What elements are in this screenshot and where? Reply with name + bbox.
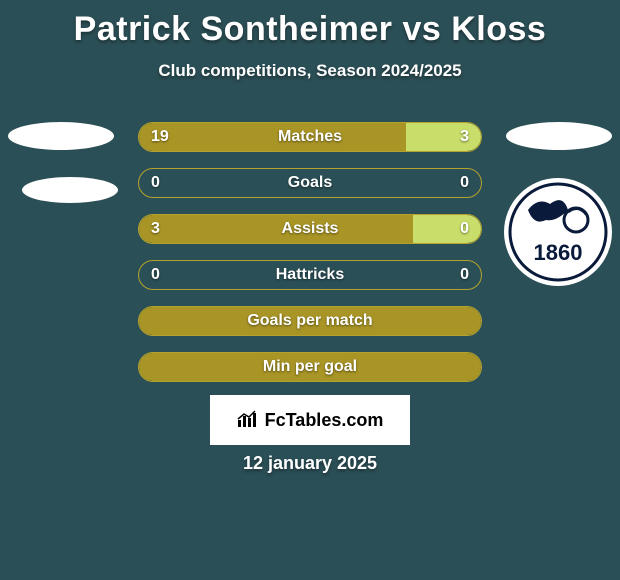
date-label: 12 january 2025	[0, 453, 620, 474]
stat-left-bar	[139, 123, 406, 151]
stat-row-min-per-goal: Min per goal	[138, 352, 482, 382]
branding-label: FcTables.com	[265, 410, 384, 431]
stat-right-bar	[406, 123, 481, 151]
svg-text:1860: 1860	[534, 240, 583, 265]
stats-bars: 19 Matches 3 0 Goals 0 3 Assists 0 0 Hat…	[138, 122, 482, 398]
club-crest-icon: 1860	[508, 182, 608, 282]
stat-right-bar	[413, 215, 481, 243]
stat-row-assists: 3 Assists 0	[138, 214, 482, 244]
stat-left-value: 0	[151, 261, 160, 289]
player-left-ellipse-1	[8, 122, 114, 150]
stat-right-value: 0	[460, 261, 469, 289]
page-title: Patrick Sontheimer vs Kloss	[0, 0, 620, 49]
player-right-badge: 1860	[504, 178, 612, 286]
chart-icon	[237, 410, 259, 431]
stat-left-value: 3	[151, 215, 160, 243]
branding-banner: FcTables.com	[210, 395, 410, 445]
stat-right-value: 0	[460, 169, 469, 197]
stat-label: Goals	[139, 169, 481, 197]
stat-row-goals: 0 Goals 0	[138, 168, 482, 198]
stat-left-value: 0	[151, 169, 160, 197]
stat-row-hattricks: 0 Hattricks 0	[138, 260, 482, 290]
player-right-ellipse	[506, 122, 612, 150]
stat-left-value: 19	[151, 123, 169, 151]
stat-right-value: 3	[460, 123, 469, 151]
stat-label: Hattricks	[139, 261, 481, 289]
stat-right-value: 0	[460, 215, 469, 243]
stat-full-bar	[139, 307, 481, 335]
subtitle: Club competitions, Season 2024/2025	[0, 61, 620, 81]
stat-row-matches: 19 Matches 3	[138, 122, 482, 152]
player-left-ellipse-2	[22, 177, 118, 203]
stat-full-bar	[139, 353, 481, 381]
stat-left-bar	[139, 215, 413, 243]
stat-row-goals-per-match: Goals per match	[138, 306, 482, 336]
